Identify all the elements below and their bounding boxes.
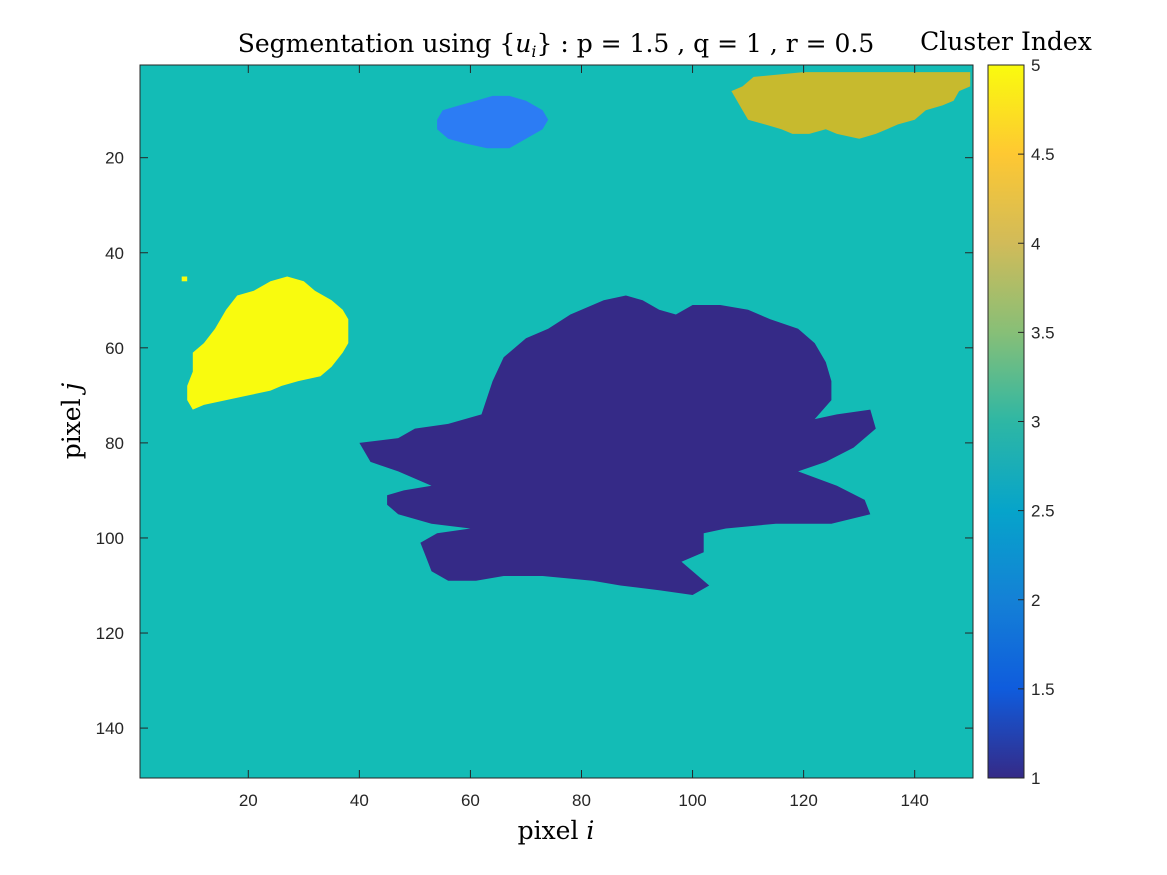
x-axis-label-var: i [586,816,594,845]
chart-title: Segmentation using {ui} : p = 1.5 , q = … [238,29,875,61]
y-tick-label: 100 [96,529,124,548]
colorbar-tick-label: 5 [1031,56,1040,75]
x-axis-label: pixel i [518,816,595,845]
title-set-open: { [499,29,515,58]
x-axis-label-text: pixel [518,816,587,845]
colorbar-tick-label: 2 [1031,591,1040,610]
x-tick-label: 20 [239,791,258,810]
y-tick-label: 20 [105,149,124,168]
y-tick-label: 60 [105,339,124,358]
cluster-5-region-3 [187,276,349,410]
y-tick-label: 140 [96,719,124,738]
colorbar-tick-label: 2.5 [1031,502,1055,521]
colorbar-title: Cluster Index [920,27,1092,56]
heatmap-plot: 20 40 60 80 100 120 140 20 40 60 80 100 120 140 [96,64,974,810]
x-tick-label: 60 [461,791,480,810]
cluster-5-region-4 [181,276,188,282]
x-tick-label: 140 [901,791,929,810]
title-set-var: u [515,29,531,58]
colorbar-tick-label: 4 [1031,234,1040,253]
y-tick-label: 80 [105,434,124,453]
x-tick-label: 80 [572,791,591,810]
title-suffix: : p = 1.5 , q = 1 , r = 0.5 [552,29,874,58]
title-set-close: } [536,29,552,58]
x-tick-label: 120 [789,791,817,810]
plot-frame [139,64,974,779]
title-prefix: Segmentation using [238,29,500,58]
colorbar-tick-label: 3.5 [1031,323,1055,342]
x-axis-ticks: 20 40 60 80 100 120 140 [239,65,929,810]
colorbar-tick-label: 1.5 [1031,680,1055,699]
y-tick-label: 40 [105,244,124,263]
colorbar-ticks: 1 1.5 2 2.5 3 3.5 4 4.5 5 [1018,56,1055,788]
y-axis-label: pixel j [57,382,86,459]
colorbar-tick-label: 3 [1031,413,1040,432]
cluster-2-region-1 [437,95,549,149]
title-set-sub: i [531,42,536,61]
y-axis-label-text: pixel [57,390,86,459]
colorbar-tick-label: 1 [1031,769,1040,788]
cluster-4-region-2 [731,72,971,139]
y-axis-ticks: 20 40 60 80 100 120 140 [96,149,973,738]
colorbar: Cluster Index 1 1.5 2 2.5 3 3.5 4 4.5 5 [920,27,1092,788]
colorbar-tick-label: 4.5 [1031,145,1055,164]
cluster-1-region-0 [359,295,876,595]
y-tick-label: 120 [96,624,124,643]
cluster-regions [181,72,971,595]
x-tick-label: 40 [350,791,369,810]
x-tick-label: 100 [678,791,706,810]
